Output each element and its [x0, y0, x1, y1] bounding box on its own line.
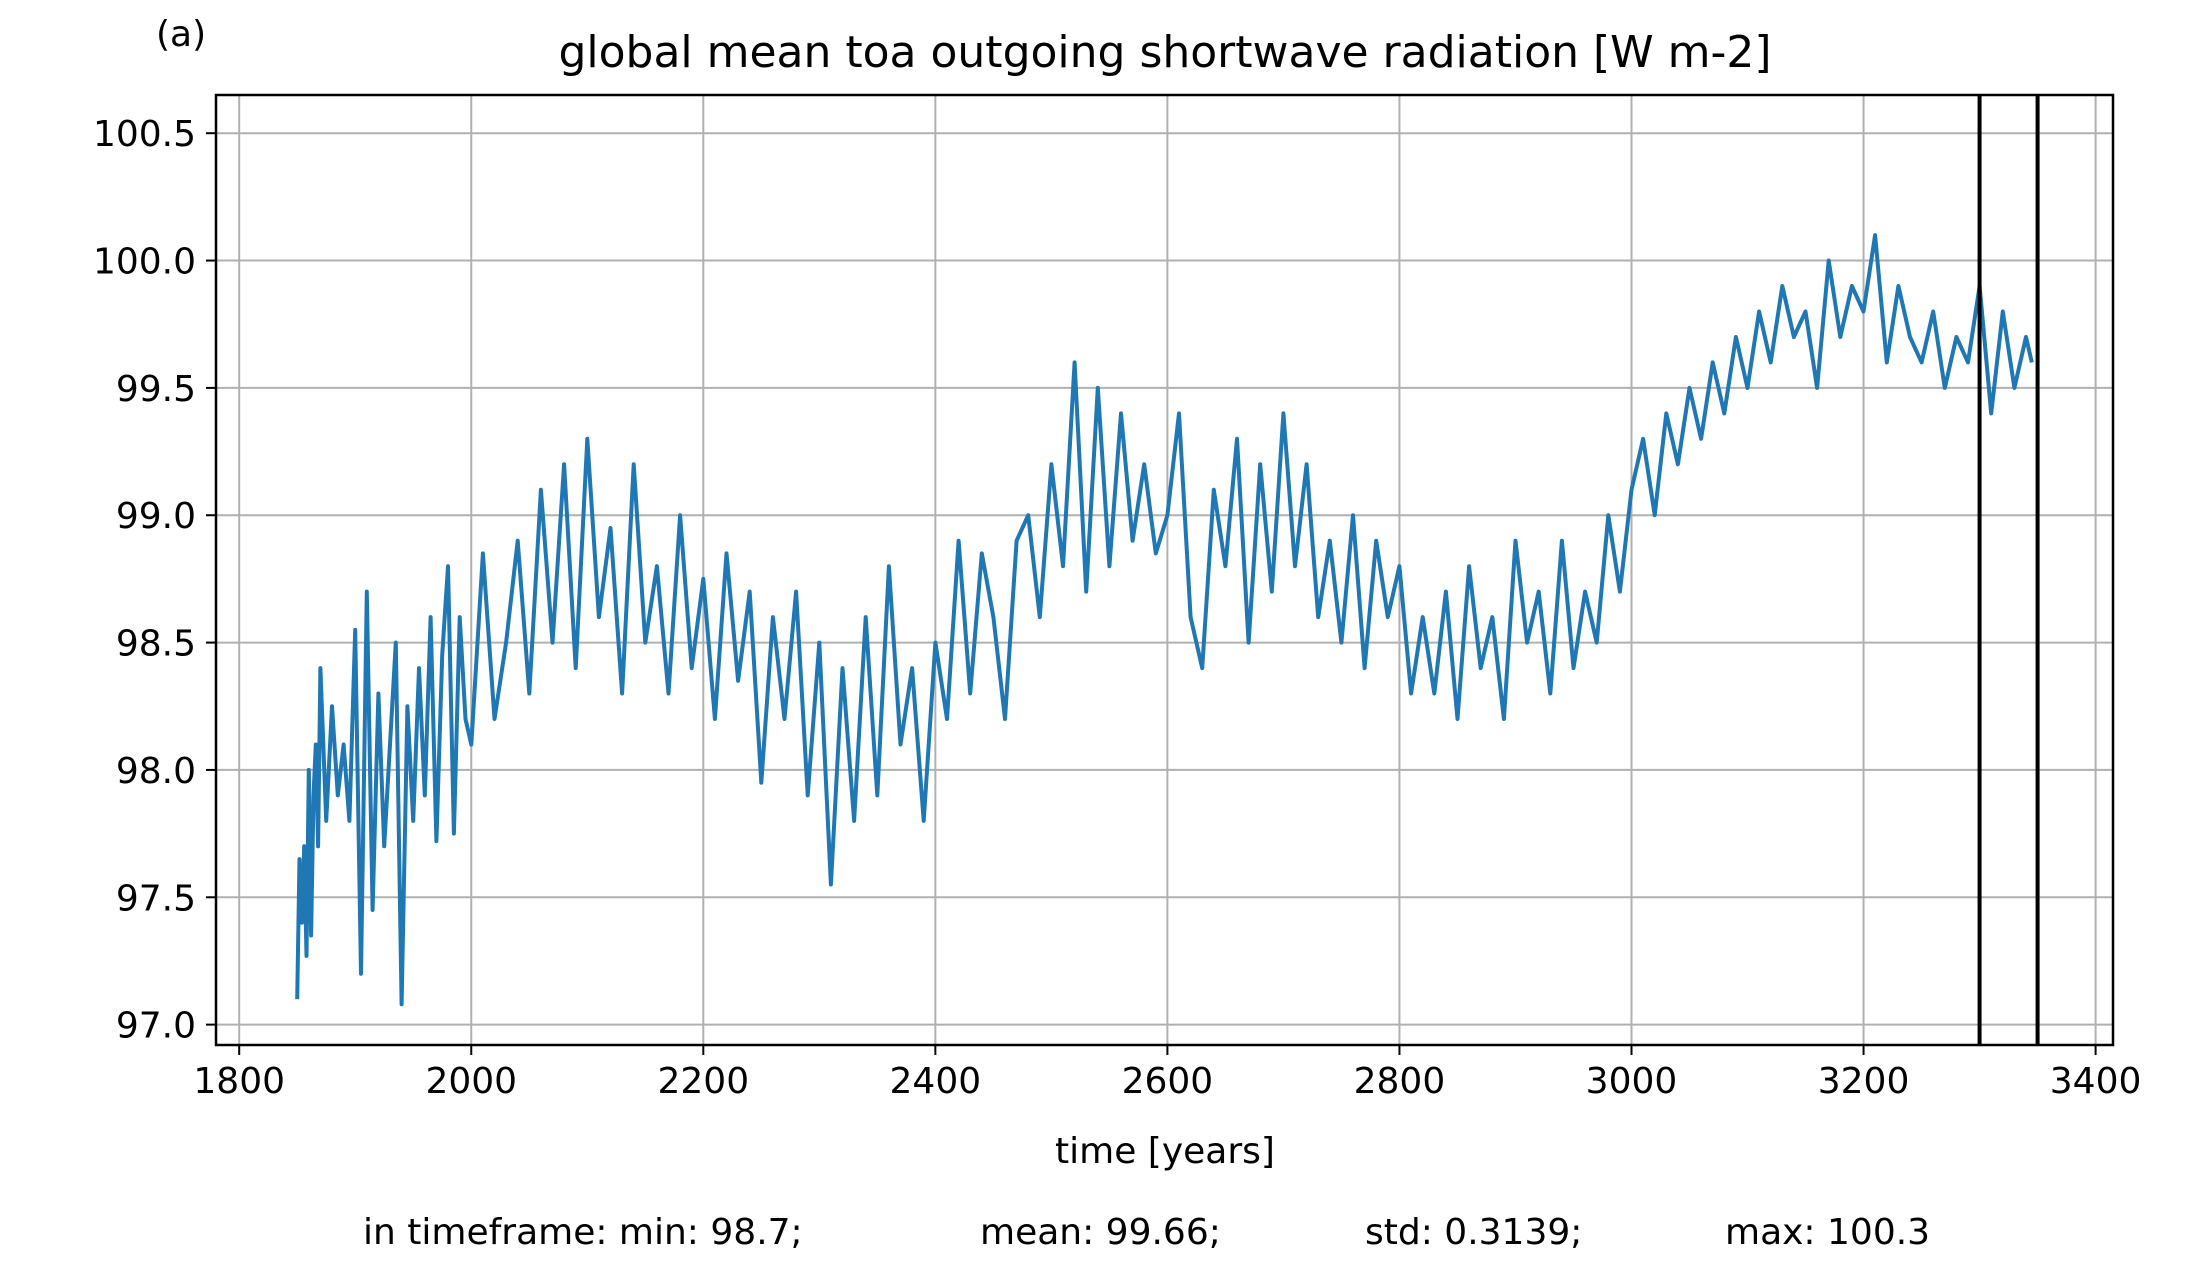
x-tick-label: 2600 — [1122, 1061, 1214, 1102]
chart-title: global mean toa outgoing shortwave radia… — [558, 27, 1771, 78]
x-tick-label: 2400 — [890, 1061, 982, 1102]
y-tick-label: 98.5 — [116, 624, 196, 665]
x-axis-label: time [years] — [1055, 1131, 1275, 1172]
y-tick-label: 97.0 — [116, 1006, 196, 1047]
y-tick-label: 100.5 — [93, 114, 196, 155]
x-tick-label: 1800 — [193, 1061, 285, 1102]
x-tick-label: 2800 — [1354, 1061, 1446, 1102]
x-tick-label: 2200 — [657, 1061, 749, 1102]
x-axis-ticks: 1800 2000 2200 2400 2600 2800 3000 3200 3400 — [193, 1045, 2141, 1102]
stat-mean: mean: 99.66; — [980, 1212, 1221, 1253]
marker-lines — [1977, 95, 2040, 1045]
stat-max: max: 100.3 — [1725, 1212, 1930, 1253]
y-tick-label: 98.0 — [116, 751, 196, 792]
x-tick-label: 3200 — [1818, 1061, 1910, 1102]
x-tick-label: 2000 — [425, 1061, 517, 1102]
panel-label: (a) — [156, 14, 206, 55]
stat-min: in timeframe: min: 98.7; — [363, 1212, 803, 1253]
series-line — [295, 233, 2034, 1007]
y-axis-ticks: 97.0 97.5 98.0 98.5 99.0 99.5 100.0 100.5 — [93, 114, 216, 1047]
y-tick-label: 99.5 — [116, 369, 196, 410]
axes-frame — [214, 93, 2115, 1047]
stat-std: std: 0.3139; — [1365, 1212, 1582, 1253]
x-tick-label: 3000 — [1586, 1061, 1678, 1102]
x-tick-label: 3400 — [2050, 1061, 2142, 1102]
y-tick-label: 100.0 — [93, 242, 196, 283]
y-tick-label: 97.5 — [116, 878, 196, 919]
y-tick-label: 99.0 — [116, 496, 196, 537]
grid-lines — [216, 95, 2113, 1045]
plot-area — [295, 233, 2034, 1007]
